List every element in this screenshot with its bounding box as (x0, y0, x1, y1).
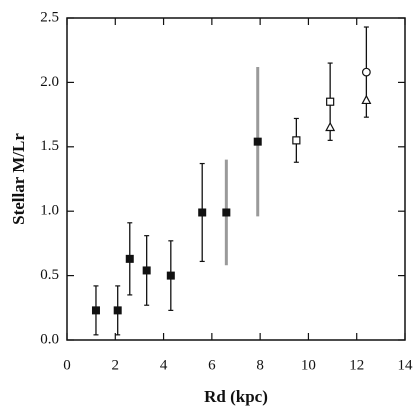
x-tick-label: 0 (63, 357, 71, 373)
x-tick-label: 8 (256, 357, 264, 373)
point (292, 136, 301, 145)
point (166, 271, 175, 280)
x-axis-label: Rd (kpc) (204, 387, 268, 406)
x-tick-label: 12 (349, 357, 364, 373)
y-axis-label: Stellar M/Lr (9, 133, 28, 225)
x-tick-label: 2 (112, 357, 120, 373)
point (325, 121, 336, 132)
point (113, 306, 122, 315)
point (142, 266, 151, 275)
y-tick-label: 0.5 (40, 267, 59, 283)
point (253, 137, 262, 146)
x-tick-label: 14 (398, 357, 414, 373)
y-tick-label: 1.5 (40, 138, 59, 154)
plot-frame (66, 17, 406, 341)
y-tick-label: 1.0 (40, 203, 59, 219)
point (125, 254, 134, 263)
x-tick-label: 10 (301, 357, 316, 373)
x-tick-label: 6 (208, 357, 216, 373)
point (198, 208, 207, 217)
point (326, 97, 335, 106)
y-tick-label: 2.5 (40, 9, 59, 25)
point (91, 306, 100, 315)
x-tick-label: 4 (160, 357, 168, 373)
y-tick-label: 0.0 (40, 331, 59, 347)
point (222, 208, 231, 217)
y-tick-label: 2.0 (40, 74, 59, 90)
point (361, 94, 372, 105)
point (361, 67, 371, 77)
